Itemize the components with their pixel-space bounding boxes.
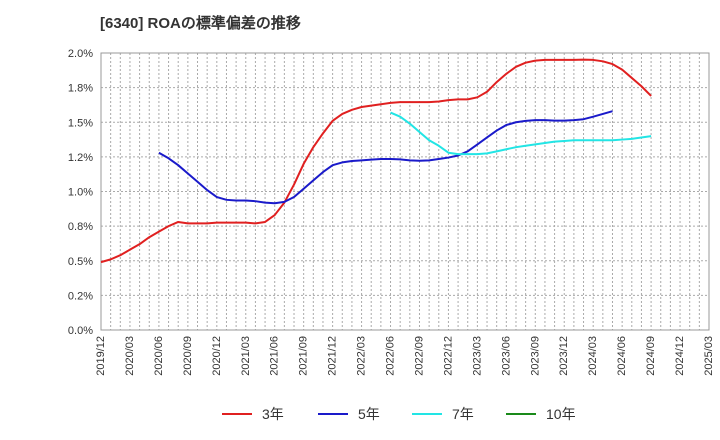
y-axis-ticks: 0.0% 0.2% 0.5% 0.8% 1.0% 1.2% 1.5% 1.8% 2.0% <box>68 48 93 337</box>
plot-frame <box>100 52 710 331</box>
x-tick-label: 2021/12 <box>327 336 339 376</box>
x-tick-label: 2023/12 <box>558 336 570 376</box>
y-tick-label: 0.2% <box>68 290 93 302</box>
y-tick-label: 1.2% <box>68 152 93 164</box>
x-tick-label: 2024/09 <box>645 336 657 376</box>
x-tick-label: 2022/09 <box>413 336 425 376</box>
x-tick-label: 2023/03 <box>471 336 483 376</box>
y-tick-label: 0.0% <box>68 325 93 337</box>
y-tick-label: 0.8% <box>68 221 93 233</box>
x-tick-label: 2025/03 <box>703 336 715 376</box>
y-tick-label: 2.0% <box>68 48 93 60</box>
series-line <box>100 58 652 264</box>
grid <box>101 52 709 331</box>
y-tick-label: 1.5% <box>68 117 93 129</box>
x-tick-label: 2024/03 <box>587 336 599 376</box>
series-line <box>390 111 652 156</box>
x-tick-label: 2024/12 <box>674 336 686 376</box>
legend-label: 3年 <box>262 406 284 422</box>
legend-label: 7年 <box>452 406 474 422</box>
chart-title: [6340] ROAの標準偏差の推移 <box>100 14 301 32</box>
x-tick-label: 2021/06 <box>269 336 281 376</box>
x-axis-ticks: 2019/12 2020/03 2020/06 2020/09 2020/12 2021/… <box>95 336 715 376</box>
x-tick-label: 2019/12 <box>95 336 107 376</box>
legend-label: 5年 <box>358 406 380 422</box>
legend: 3年 5年 7年 10年 <box>222 406 576 422</box>
x-tick-label: 2024/06 <box>616 336 628 376</box>
x-tick-label: 2021/03 <box>240 336 252 376</box>
legend-label: 10年 <box>546 406 576 422</box>
x-tick-label: 2023/09 <box>529 336 541 376</box>
x-tick-label: 2022/03 <box>356 336 368 376</box>
y-tick-label: 1.0% <box>68 187 93 199</box>
x-tick-label: 2020/06 <box>153 336 165 376</box>
x-tick-label: 2022/12 <box>442 336 454 376</box>
y-tick-label: 1.8% <box>68 83 93 95</box>
x-tick-label: 2020/09 <box>182 336 194 376</box>
x-tick-label: 2020/12 <box>211 336 223 376</box>
x-tick-label: 2022/06 <box>385 336 397 376</box>
x-tick-label: 2020/03 <box>124 336 136 376</box>
series-line <box>158 110 613 205</box>
y-tick-label: 0.5% <box>68 256 93 268</box>
x-tick-label: 2021/09 <box>298 336 310 376</box>
x-tick-label: 2023/06 <box>500 336 512 376</box>
series-layer <box>100 58 652 264</box>
